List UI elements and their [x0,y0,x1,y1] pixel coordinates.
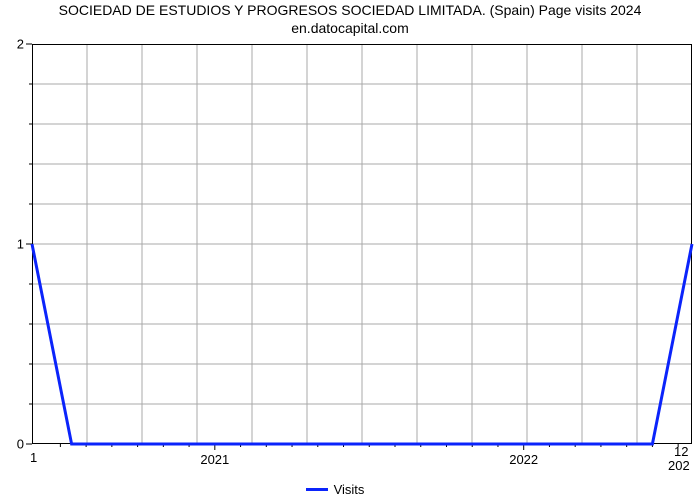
legend-label: Visits [334,482,365,497]
y-tick-label: 2 [4,37,24,52]
x-tick-label: 2021 [200,452,229,467]
y-tick-label: 0 [4,437,24,452]
plot-area [32,44,692,444]
bottom-right-label-bottom: 202 [668,458,690,473]
chart-svg [32,44,692,444]
legend: Visits [306,482,365,497]
bottom-left-label: 1 [30,450,37,465]
chart-title: SOCIEDAD DE ESTUDIOS Y PROGRESOS SOCIEDA… [0,2,700,37]
x-tick-label: 2022 [509,452,538,467]
legend-swatch [306,488,328,491]
bottom-right-label-top: 12 [674,444,688,459]
y-tick-label: 1 [4,237,24,252]
